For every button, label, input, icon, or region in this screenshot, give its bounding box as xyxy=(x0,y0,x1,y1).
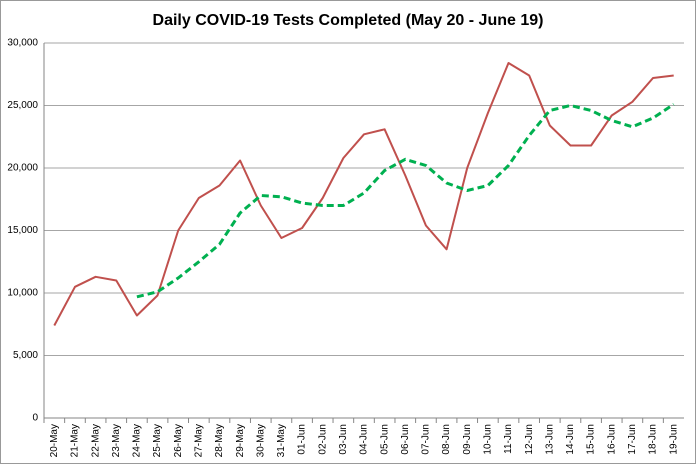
x-tick-label: 06-Jun xyxy=(400,424,411,455)
x-tick-label: 19-Jun xyxy=(668,424,679,455)
x-tick-label: 29-May xyxy=(235,424,246,457)
x-tick-label: 18-Jun xyxy=(648,424,659,455)
x-tick-label: 20-May xyxy=(49,424,60,457)
x-tick-label: 23-May xyxy=(111,424,122,457)
x-tick-label: 13-Jun xyxy=(544,424,555,455)
x-tick-label: 05-Jun xyxy=(379,424,390,455)
x-tick-label: 01-Jun xyxy=(297,424,308,455)
x-tick-label: 30-May xyxy=(255,424,266,457)
x-tick-label: 14-Jun xyxy=(565,424,576,455)
series-line xyxy=(53,62,674,326)
x-tick-label: 22-May xyxy=(90,424,101,457)
x-tick-label: 02-Jun xyxy=(317,424,328,455)
x-tick-label: 07-Jun xyxy=(421,424,432,455)
x-tick-label: 21-May xyxy=(70,424,81,457)
x-tick-label: 17-Jun xyxy=(627,424,638,455)
y-tick-label: 15,000 xyxy=(7,225,38,236)
x-tick-label: 12-Jun xyxy=(524,424,535,455)
y-tick-label: 20,000 xyxy=(7,163,38,174)
x-tick-label: 28-May xyxy=(214,424,225,457)
y-tick-label: 25,000 xyxy=(7,100,38,111)
chart-title: Daily COVID-19 Tests Completed (May 20 -… xyxy=(153,12,544,29)
series-line xyxy=(136,103,675,299)
x-tick-label: 31-May xyxy=(276,424,287,457)
x-tick-label: 27-May xyxy=(193,424,204,457)
y-tick-label: 10,000 xyxy=(7,288,38,299)
x-tick-label: 04-Jun xyxy=(359,424,370,455)
x-tick-label: 09-Jun xyxy=(462,424,473,455)
y-tick-label: 30,000 xyxy=(7,38,38,49)
x-tick-label: 16-Jun xyxy=(606,424,617,455)
x-tick-label: 26-May xyxy=(173,424,184,457)
x-tick-label: 10-Jun xyxy=(483,424,494,455)
x-tick-label: 15-Jun xyxy=(586,424,597,455)
x-tick-label: 24-May xyxy=(132,424,143,457)
y-tick-label: 0 xyxy=(32,413,38,424)
x-tick-label: 25-May xyxy=(152,424,163,457)
x-tick-label: 08-Jun xyxy=(441,424,452,455)
x-tick-label: 11-Jun xyxy=(503,424,514,454)
x-tick-label: 03-Jun xyxy=(338,424,349,455)
y-tick-label: 5,000 xyxy=(13,350,38,361)
